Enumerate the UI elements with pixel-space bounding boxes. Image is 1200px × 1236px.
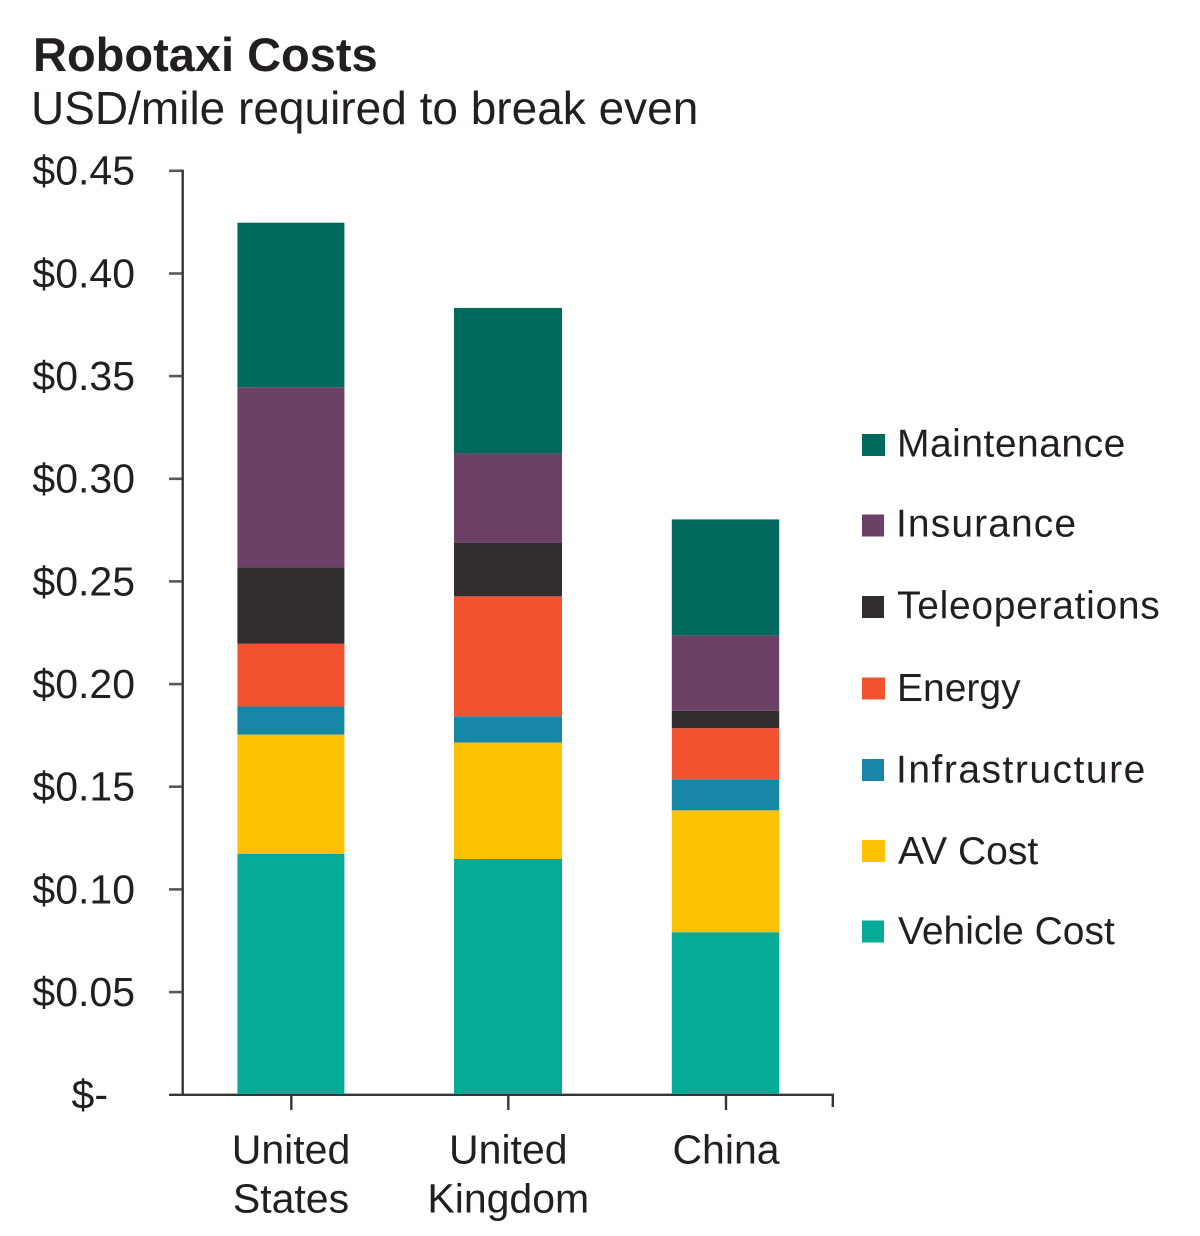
svg-text:Energy: Energy (897, 667, 1021, 710)
svg-text:$0.15: $0.15 (32, 764, 135, 810)
svg-text:$0.10: $0.10 (32, 866, 135, 912)
svg-text:$0.40: $0.40 (32, 250, 135, 296)
svg-text:$0.05: $0.05 (32, 969, 135, 1015)
svg-text:United: United (449, 1127, 568, 1173)
svg-text:Kingdom: Kingdom (427, 1176, 589, 1222)
svg-text:USD/mile required to break eve: USD/mile required to break even (31, 82, 698, 134)
svg-text:United: United (232, 1127, 351, 1173)
svg-text:$0.20: $0.20 (32, 661, 135, 707)
svg-text:$-: $- (72, 1072, 108, 1118)
svg-text:China: China (672, 1127, 779, 1173)
svg-text:Vehicle Cost: Vehicle Cost (898, 910, 1115, 953)
svg-text:$0.30: $0.30 (32, 456, 135, 502)
svg-text:$0.35: $0.35 (32, 353, 135, 399)
svg-text:Maintenance: Maintenance (897, 423, 1126, 466)
svg-text:$0.25: $0.25 (32, 558, 135, 604)
svg-text:Insurance: Insurance (896, 502, 1077, 545)
svg-text:$0.45: $0.45 (32, 148, 135, 194)
svg-text:AV Cost: AV Cost (898, 830, 1038, 873)
svg-text:Teleoperations: Teleoperations (897, 585, 1160, 628)
svg-text:States: States (233, 1176, 349, 1222)
svg-text:Infrastructure: Infrastructure (896, 748, 1147, 791)
svg-text:Robotaxi Costs: Robotaxi Costs (33, 28, 378, 81)
